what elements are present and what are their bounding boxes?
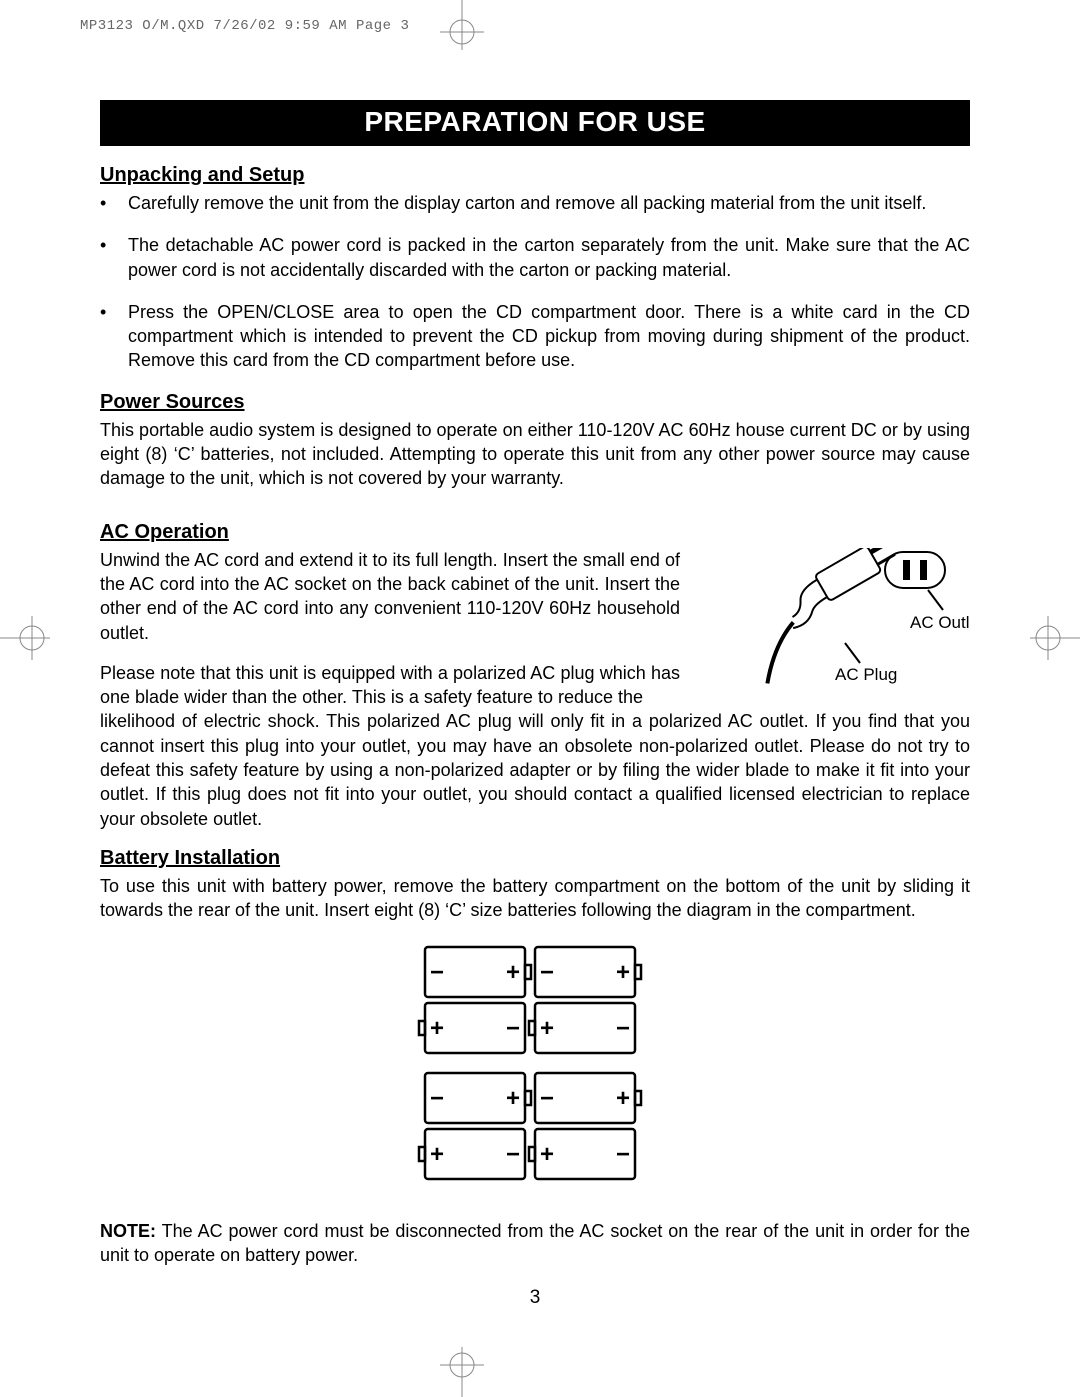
battery-text: To use this unit with battery power, rem…	[100, 874, 970, 923]
ac-para1: Unwind the AC cord and extend it to its …	[100, 548, 680, 645]
ac-text-column: Unwind the AC cord and extend it to its …	[100, 548, 680, 710]
registration-mark-left	[0, 608, 50, 668]
svg-text:−: −	[540, 959, 554, 986]
svg-text:−: −	[430, 959, 444, 986]
note-lead: NOTE:	[100, 1221, 156, 1241]
bullet-item: •The detachable AC power cord is packed …	[100, 233, 970, 282]
registration-mark-top	[432, 0, 492, 50]
svg-text:−: −	[430, 1085, 444, 1112]
svg-text:+: +	[506, 959, 520, 986]
svg-text:+: +	[430, 1141, 444, 1168]
svg-text:−: −	[506, 1015, 520, 1042]
print-header: MP3123 O/M.QXD 7/26/02 9:59 AM Page 3	[80, 18, 409, 34]
section-title-unpacking: Unpacking and Setup	[100, 164, 970, 187]
svg-text:+: +	[506, 1085, 520, 1112]
section-title-power: Power Sources	[100, 391, 970, 414]
svg-text:−: −	[540, 1085, 554, 1112]
svg-text:−: −	[616, 1141, 630, 1168]
page-title-bar: PREPARATION FOR USE	[100, 100, 970, 146]
ac-plug-diagram: AC Outlet AC Plug	[710, 548, 970, 688]
page-number: 3	[100, 1287, 970, 1309]
note-paragraph: NOTE: The AC power cord must be disconne…	[100, 1219, 970, 1268]
battery-diagram: −+−++−+−−+−++−+−	[100, 943, 970, 1189]
ac-outlet-label: AC Outlet	[910, 613, 970, 632]
svg-text:+: +	[616, 959, 630, 986]
bullet-item: •Carefully remove the unit from the disp…	[100, 191, 970, 215]
registration-mark-bottom	[432, 1347, 492, 1397]
note-text: The AC power cord must be disconnected f…	[100, 1221, 970, 1265]
ac-para2-lead: Please note that this unit is equipped w…	[100, 661, 680, 710]
bullet-text: Carefully remove the unit from the displ…	[128, 191, 926, 215]
svg-text:+: +	[540, 1141, 554, 1168]
section-title-ac: AC Operation	[100, 521, 970, 544]
bullet-text: The detachable AC power cord is packed i…	[128, 233, 970, 282]
ac-operation-row: Unwind the AC cord and extend it to its …	[100, 548, 970, 710]
svg-text:+: +	[540, 1015, 554, 1042]
ac-plug-label: AC Plug	[835, 665, 897, 684]
svg-text:−: −	[506, 1141, 520, 1168]
svg-text:−: −	[616, 1015, 630, 1042]
unpacking-bullets: •Carefully remove the unit from the disp…	[100, 191, 970, 373]
page-content: PREPARATION FOR USE Unpacking and Setup …	[100, 100, 970, 1309]
bullet-text: Press the OPEN/CLOSE area to open the CD…	[128, 300, 970, 373]
svg-text:+: +	[430, 1015, 444, 1042]
ac-para2-rest: likelihood of electric shock. This polar…	[100, 709, 970, 830]
power-text: This portable audio system is designed t…	[100, 418, 970, 491]
bullet-item: •Press the OPEN/CLOSE area to open the C…	[100, 300, 970, 373]
registration-mark-right	[1030, 608, 1080, 668]
section-title-battery: Battery Installation	[100, 847, 970, 870]
svg-text:+: +	[616, 1085, 630, 1112]
